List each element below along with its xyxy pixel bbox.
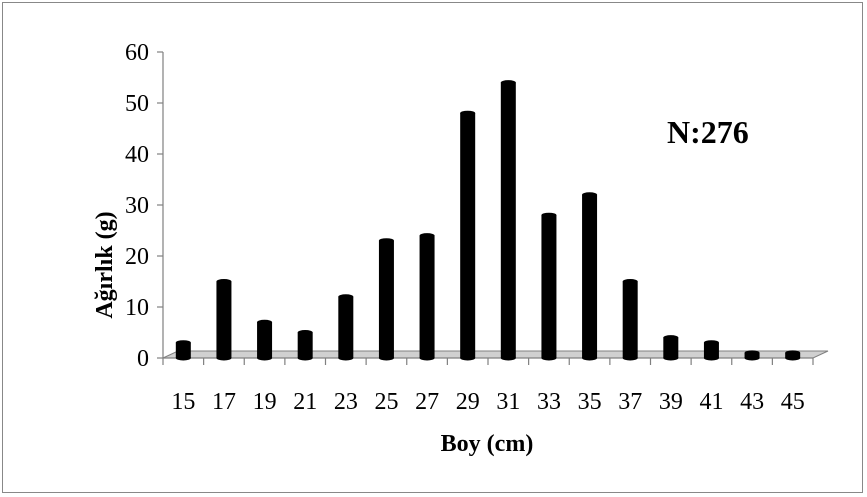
bar-body	[338, 296, 354, 358]
bar-base	[785, 355, 801, 361]
bar-body	[744, 352, 760, 358]
bar-body	[257, 322, 273, 358]
y-tick-labels: 0 10 20 30 40 50 60	[125, 40, 149, 372]
bar-cap	[582, 192, 598, 198]
bar-body	[500, 82, 516, 358]
bar-body	[216, 281, 232, 358]
bar-body	[663, 337, 679, 358]
x-axis-title: Boy (cm)	[441, 431, 534, 457]
bar	[500, 80, 516, 361]
y-tick-label: 60	[125, 40, 149, 66]
bar-cap	[460, 110, 476, 116]
x-tick-label: 39	[659, 389, 683, 415]
bar	[541, 212, 557, 361]
x-tick-label: 45	[781, 389, 805, 415]
bar-base	[257, 355, 273, 361]
x-tick-label: 35	[578, 389, 602, 415]
bar	[582, 192, 598, 361]
bar-base	[663, 355, 679, 361]
bar-body	[460, 113, 476, 358]
bar-body	[582, 194, 598, 358]
bar	[703, 340, 719, 361]
bar-body	[785, 352, 801, 358]
bar-cap	[419, 233, 435, 239]
y-tick-label: 0	[137, 346, 149, 372]
bar-base	[216, 355, 232, 361]
bar	[744, 350, 760, 361]
bar-body	[622, 281, 638, 358]
bar-cap	[500, 80, 516, 86]
x-tick-label: 43	[740, 389, 764, 415]
bar-base	[378, 355, 394, 361]
y-tick-label: 40	[125, 142, 149, 168]
y-tick-label: 30	[125, 193, 149, 219]
bars	[175, 80, 801, 361]
x-tick-label: 21	[293, 389, 317, 415]
bar	[419, 233, 435, 361]
bar-cap	[744, 350, 760, 356]
bar	[622, 279, 638, 361]
bar-base	[419, 355, 435, 361]
x-tick-label: 37	[618, 389, 642, 415]
y-tick-label: 20	[125, 244, 149, 270]
x-tick-label: 41	[699, 389, 723, 415]
x-tick-label: 19	[253, 389, 277, 415]
bar-base	[297, 355, 313, 361]
bar-body	[419, 235, 435, 358]
bar-base	[500, 355, 516, 361]
bar-cap	[541, 212, 557, 218]
y-tick-label: 50	[125, 91, 149, 117]
bar	[216, 279, 232, 361]
bar-base	[744, 355, 760, 361]
bar-body	[541, 215, 557, 358]
bar-cap	[297, 330, 313, 335]
x-tick-label: 31	[496, 389, 520, 415]
bar	[460, 110, 476, 361]
bar-body	[378, 240, 394, 358]
bar	[175, 340, 191, 361]
bar	[338, 294, 354, 361]
bar-base	[175, 355, 191, 361]
x-tick-label: 33	[537, 389, 561, 415]
bar-base	[703, 355, 719, 361]
y-tick-label: 10	[125, 295, 149, 321]
x-tick-labels: 15 17 19 21 23 25 27 29 31 33 35 37 39 41 43 45	[171, 389, 804, 415]
bar-cap	[785, 350, 801, 356]
x-tick-label: 23	[334, 389, 358, 415]
bar	[257, 319, 273, 361]
bar-body	[175, 342, 191, 358]
bar-cap	[257, 319, 273, 325]
x-tick-label: 25	[374, 389, 398, 415]
bar-cap	[216, 279, 232, 284]
bar	[378, 238, 394, 361]
bar-base	[541, 355, 557, 361]
bar-base	[460, 355, 476, 361]
bar-cap	[175, 340, 191, 346]
x-tick-label: 29	[456, 389, 480, 415]
bar-cap	[622, 279, 638, 284]
bar-cap	[338, 294, 354, 300]
bar-body	[703, 342, 719, 358]
y-axis-title: Ağırlık (g)	[92, 211, 118, 318]
bar-base	[338, 355, 354, 361]
bar-base	[622, 355, 638, 361]
bar-cap	[378, 238, 394, 244]
bar	[297, 330, 313, 361]
axes	[157, 51, 814, 365]
bar-cap	[663, 335, 679, 341]
x-tick-label: 17	[212, 389, 236, 415]
bar-base	[582, 355, 598, 361]
sample-size-annotation: N:276	[667, 114, 749, 150]
bar	[663, 335, 679, 361]
bar-cap	[703, 340, 719, 346]
x-tick-label: 27	[415, 389, 439, 415]
x-tick-label: 15	[171, 389, 195, 415]
bar-body	[297, 332, 313, 358]
bar	[785, 350, 801, 361]
